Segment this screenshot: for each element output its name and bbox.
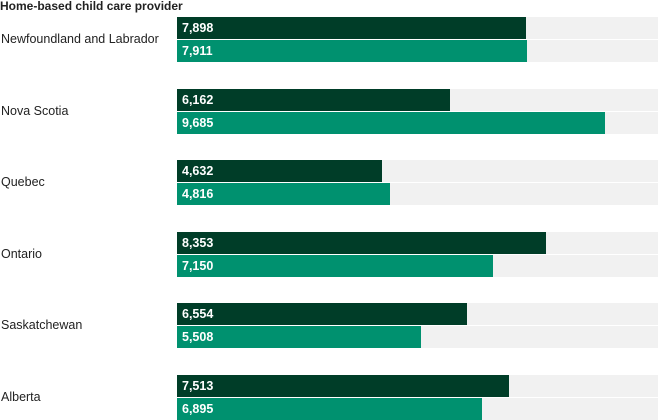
bar: 7,150 bbox=[177, 254, 494, 277]
category-row: Alberta 7,513 6,895 bbox=[0, 374, 658, 420]
category-row: Ontario 8,353 7,150 bbox=[0, 231, 658, 277]
bar-track: 4,632 bbox=[177, 160, 658, 182]
bar-track: 6,162 bbox=[177, 88, 658, 111]
bar-track: 8,353 bbox=[177, 231, 658, 254]
bar-track: 6,895 bbox=[177, 397, 658, 420]
bar-value-label: 6,554 bbox=[182, 307, 214, 321]
bar-value-label: 5,508 bbox=[182, 330, 214, 344]
bar: 5,508 bbox=[177, 326, 421, 348]
category-label: Quebec bbox=[1, 175, 45, 189]
bar-track: 5,508 bbox=[177, 326, 658, 348]
category-label: Newfoundland and Labrador bbox=[1, 32, 159, 46]
bar-value-label: 4,816 bbox=[182, 187, 214, 201]
category-label: Ontario bbox=[1, 246, 42, 261]
bar-value-label: 6,162 bbox=[182, 92, 214, 107]
bar: 6,162 bbox=[177, 88, 450, 111]
bar-track: 7,911 bbox=[177, 40, 658, 62]
bar-value-label: 4,632 bbox=[182, 164, 214, 178]
bar-track: 7,513 bbox=[177, 374, 658, 397]
bar-value-label: 7,150 bbox=[182, 258, 214, 273]
category-label: Nova Scotia bbox=[1, 103, 69, 118]
bar: 7,898 bbox=[177, 17, 527, 39]
category-label: Saskatchewan bbox=[1, 318, 83, 332]
category-row: Quebec 4,632 4,816 bbox=[0, 160, 658, 205]
bar: 8,353 bbox=[177, 231, 547, 254]
category-label: Alberta bbox=[1, 389, 41, 404]
bar-track: 4,816 bbox=[177, 183, 658, 205]
bar-track: 6,554 bbox=[177, 303, 658, 325]
bar: 6,895 bbox=[177, 397, 482, 420]
bar: 7,513 bbox=[177, 374, 510, 397]
bar-value-label: 7,898 bbox=[182, 21, 214, 35]
bar: 4,632 bbox=[177, 160, 382, 182]
bar-value-label: 7,911 bbox=[182, 44, 213, 58]
category-row: Nova Scotia 6,162 9,685 bbox=[0, 88, 658, 134]
bar-track: 7,150 bbox=[177, 254, 658, 277]
bar: 9,685 bbox=[177, 111, 606, 134]
bar-track: 7,898 bbox=[177, 17, 658, 39]
bar: 4,816 bbox=[177, 183, 390, 205]
chart-title: Home-based child care provider bbox=[0, 0, 183, 13]
bar-value-label: 7,513 bbox=[182, 378, 214, 393]
bar-value-label: 8,353 bbox=[182, 235, 214, 250]
bar: 7,911 bbox=[177, 40, 527, 62]
bar-track: 9,685 bbox=[177, 111, 658, 134]
bar-value-label: 6,895 bbox=[182, 401, 214, 416]
category-row: Newfoundland and Labrador 7,898 7,911 bbox=[0, 17, 658, 62]
bar: 6,554 bbox=[177, 303, 467, 325]
category-row: Saskatchewan 6,554 5,508 bbox=[0, 303, 658, 348]
bar-value-label: 9,685 bbox=[182, 115, 214, 130]
